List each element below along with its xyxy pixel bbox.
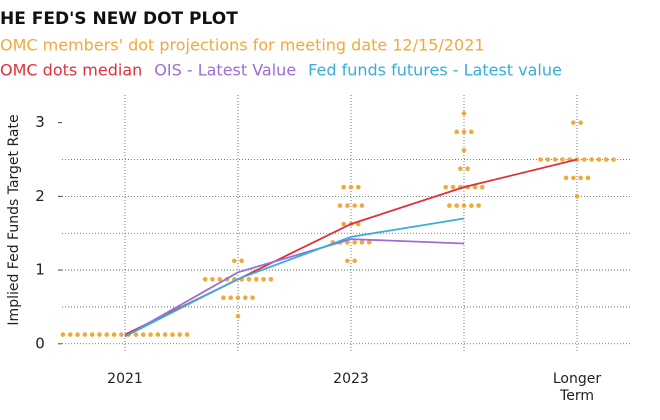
- dot: [345, 258, 350, 264]
- dot: [235, 313, 241, 319]
- dot: [228, 295, 233, 301]
- dot: [356, 184, 361, 190]
- dot: [261, 276, 266, 282]
- dot: [589, 157, 594, 162]
- dot: [184, 332, 190, 337]
- dot: [443, 184, 449, 190]
- dot: [571, 175, 576, 181]
- dot: [563, 175, 569, 181]
- dot: [82, 332, 88, 337]
- dot: [596, 157, 602, 162]
- dot: [221, 295, 226, 301]
- dot: [465, 166, 470, 172]
- dot: [104, 332, 110, 337]
- dot: [611, 157, 616, 162]
- chart-title: HE FED'S NEW DOT PLOT: [0, 9, 238, 29]
- dot: [578, 175, 583, 181]
- dot: [97, 332, 102, 337]
- dot: [210, 276, 215, 282]
- dot: [133, 332, 139, 337]
- dot: [202, 276, 208, 282]
- dot: [60, 332, 66, 337]
- dot: [246, 276, 252, 282]
- dot: [268, 276, 274, 282]
- dot: [479, 184, 485, 190]
- dot: [111, 332, 117, 337]
- dot: [67, 332, 73, 337]
- x-tick-label: 2023: [333, 371, 369, 387]
- dot: [341, 221, 347, 227]
- dot: [560, 157, 565, 162]
- legend-entry: OIS - Latest Value: [154, 61, 296, 80]
- y-tick-label: 3: [35, 113, 45, 131]
- dot: [155, 332, 161, 337]
- dot: [235, 295, 241, 301]
- dot: [603, 157, 609, 162]
- dot: [337, 203, 343, 208]
- dot: [578, 120, 583, 125]
- dot: [461, 203, 467, 208]
- dot: [217, 276, 223, 282]
- legend-entry: Fed funds futures - Latest value: [308, 61, 562, 80]
- dot: [140, 332, 146, 337]
- legend-entry: OMC dots median: [0, 61, 142, 80]
- dot: [253, 276, 259, 282]
- dot: [359, 240, 365, 245]
- dot: [352, 203, 357, 208]
- dot: [341, 184, 347, 190]
- y-axis-label: Implied Fed Funds Target Rate: [6, 114, 22, 325]
- dot: [148, 332, 153, 337]
- dot: [469, 129, 474, 135]
- x-tick-label: 2021: [107, 371, 143, 387]
- dot: [89, 332, 95, 337]
- y-tick-label: 1: [35, 261, 45, 279]
- dot: [177, 332, 183, 337]
- dot: [366, 240, 372, 245]
- dot: [447, 203, 452, 208]
- dot: [162, 332, 168, 337]
- dot: [170, 332, 175, 337]
- dot: [352, 240, 357, 245]
- dot: [450, 184, 456, 190]
- y-tick-label: 2: [35, 187, 45, 205]
- dot: [574, 194, 580, 199]
- dot: [243, 295, 248, 301]
- dot: [119, 332, 124, 337]
- dot: [348, 184, 354, 190]
- dot: [461, 111, 467, 116]
- dot: [472, 184, 478, 190]
- dot: [352, 258, 357, 264]
- series-line: [124, 238, 465, 338]
- dot: [75, 332, 80, 337]
- dot: [345, 203, 350, 208]
- dot: [250, 295, 255, 301]
- dot: [458, 166, 463, 172]
- series-line: [124, 217, 465, 338]
- dot: [359, 203, 365, 208]
- dot: [476, 203, 481, 208]
- dot: [585, 175, 591, 181]
- dot: [461, 147, 467, 153]
- dot: [239, 258, 244, 264]
- dot: [454, 129, 460, 135]
- dot: [469, 203, 474, 208]
- dots-legend: OMC members' dot projections for meeting…: [0, 36, 485, 55]
- dot: [538, 157, 543, 162]
- x-tick-label: Longer Term: [552, 371, 602, 404]
- dot: [552, 157, 558, 162]
- dot: [461, 129, 467, 135]
- dot: [545, 157, 551, 162]
- y-tick-label: 0: [35, 334, 45, 352]
- dot: [582, 157, 587, 162]
- dot: [571, 120, 576, 125]
- dot: [232, 258, 237, 264]
- dot: [454, 203, 460, 208]
